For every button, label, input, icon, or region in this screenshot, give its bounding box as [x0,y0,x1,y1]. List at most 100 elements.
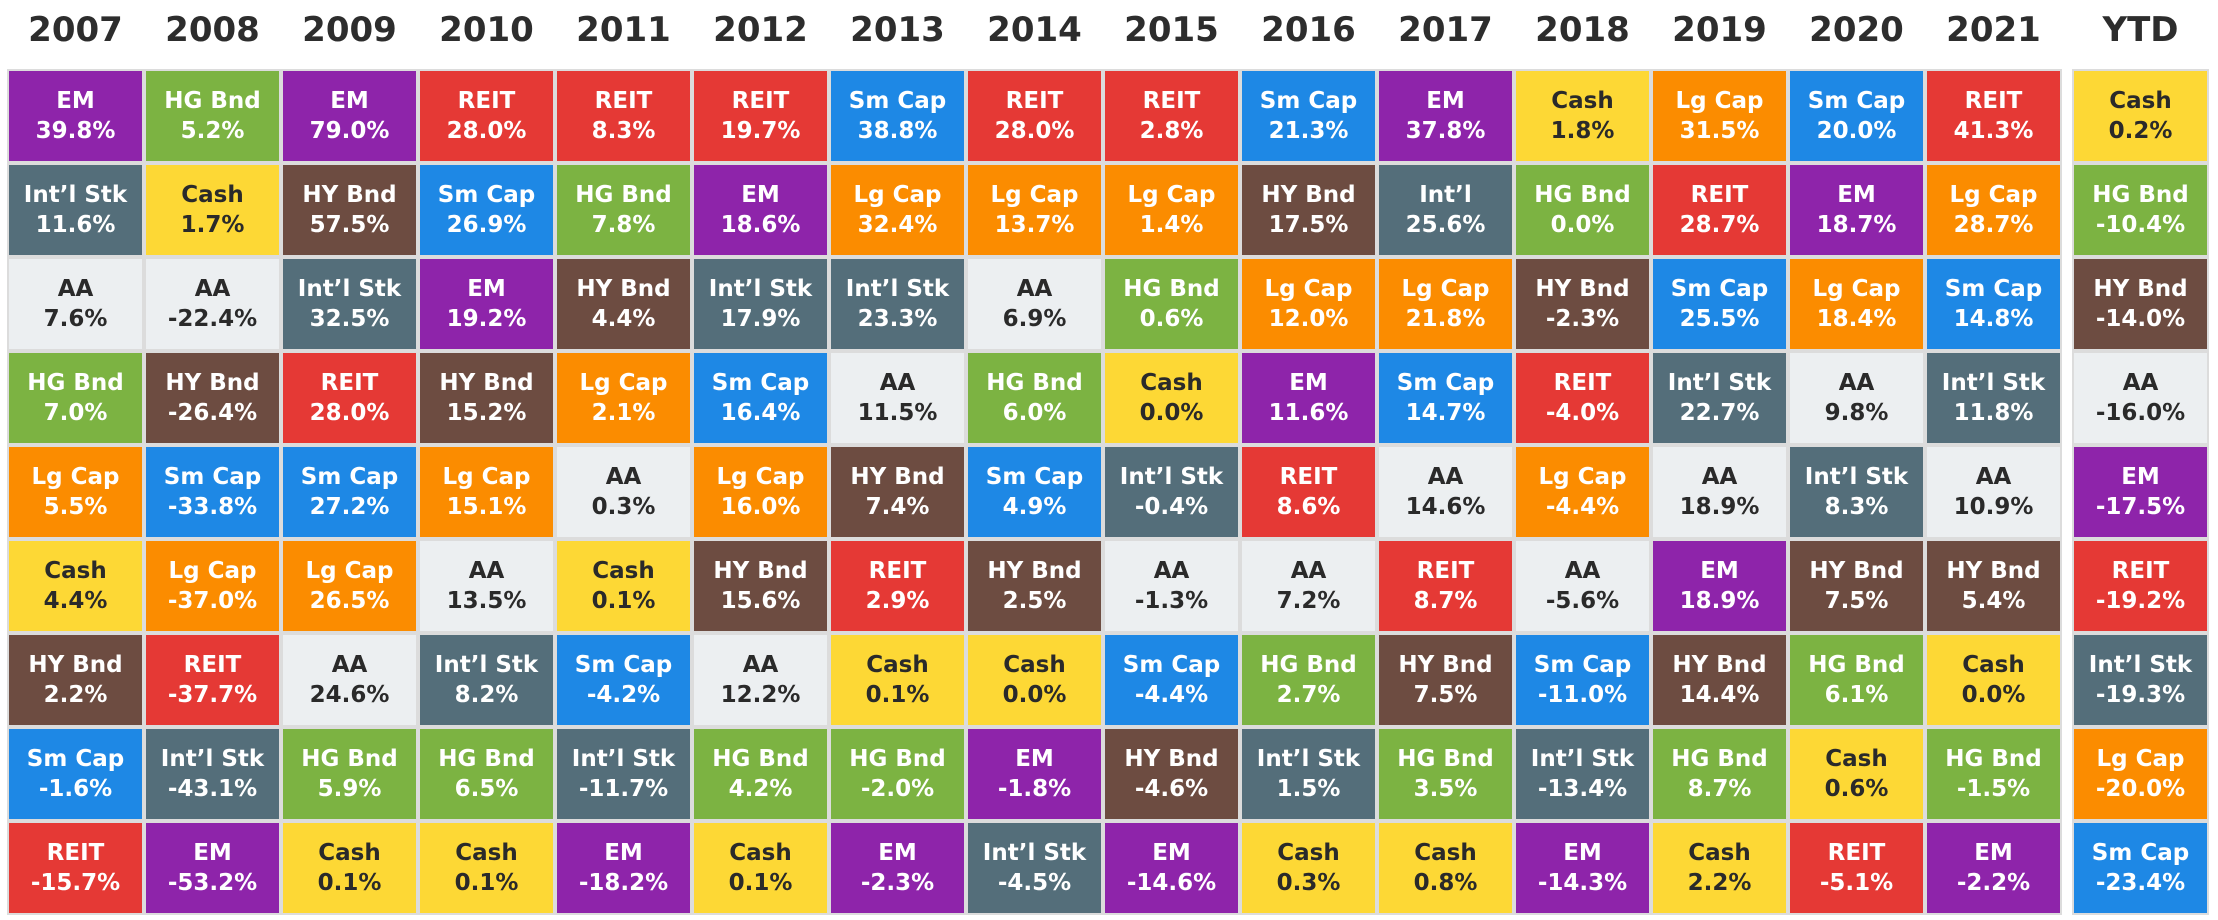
cell-asset-label: Lg Cap [442,464,531,490]
cell-return-value: 25.6% [1405,212,1486,238]
cell-asset-label: AA [468,558,505,584]
year-header-2012: 2012 [713,10,808,50]
cell-2020-hg-bnd: HG Bnd 6.1% [1788,633,1925,727]
cell-2008-cash: Cash 1.7% [144,163,281,257]
cell-2010-reit: REIT 28.0% [418,69,555,163]
cell-return-value: 7.5% [1413,682,1478,708]
cell-2019-lg-cap: Lg Cap 31.5% [1651,69,1788,163]
cell-2017-cash: Cash 0.8% [1377,821,1514,915]
cell-asset-label: EM [1837,182,1876,208]
cell-return-value: 6.1% [1824,682,1889,708]
cell-asset-label: HG Bnd [164,88,261,114]
cell-2011-int-l-stk: Int’l Stk -11.7% [555,727,692,821]
cell-return-value: 11.5% [857,400,938,426]
cell-asset-label: EM [467,276,506,302]
cell-2017-int-l: Int’l 25.6% [1377,163,1514,257]
cell-asset-label: AA [879,370,916,396]
cell-asset-label: Int’l Stk [982,840,1087,866]
cell-return-value: -26.4% [167,400,258,426]
cell-asset-label: HG Bnd [438,746,535,772]
year-header-2019: 2019 [1672,10,1767,50]
cell-return-value: 28.7% [1953,212,2034,238]
cell-return-value: 15.1% [446,494,527,520]
cell-asset-label: HG Bnd [301,746,398,772]
cell-return-value: -53.2% [167,870,258,896]
cell-2018-hy-bnd: HY Bnd -2.3% [1514,257,1651,351]
cell-2020-int-l-stk: Int’l Stk 8.3% [1788,445,1925,539]
cell-2011-em: EM -18.2% [555,821,692,915]
cell-2020-aa: AA 9.8% [1788,351,1925,445]
cell-asset-label: Lg Cap [305,558,394,584]
cell-asset-label: Int’l [1419,182,1472,208]
cell-asset-label: Cash [1688,840,1751,866]
cell-2010-hg-bnd: HG Bnd 6.5% [418,727,555,821]
cell-return-value: -43.1% [167,776,258,802]
cell-return-value: -16.0% [2095,400,2186,426]
cell-2011-hg-bnd: HG Bnd 7.8% [555,163,692,257]
cell-return-value: -15.7% [30,870,121,896]
cell-return-value: 5.9% [317,776,382,802]
cell-asset-label: HG Bnd [1671,746,1768,772]
cell-asset-label: Lg Cap [1675,88,1764,114]
cell-2013-int-l-stk: Int’l Stk 23.3% [829,257,966,351]
cell-return-value: 18.9% [1679,494,1760,520]
cell-2008-lg-cap: Lg Cap -37.0% [144,539,281,633]
cell-return-value: 0.6% [1139,306,1204,332]
cell-asset-label: EM [741,182,780,208]
cell-return-value: 0.1% [728,870,793,896]
cell-asset-label: HY Bnd [165,370,260,396]
cell-asset-label: Sm Cap [163,464,262,490]
cell-ytd-em: EM -17.5% [2072,445,2209,539]
cell-2012-sm-cap: Sm Cap 16.4% [692,351,829,445]
cell-return-value: 14.8% [1953,306,2034,332]
cell-asset-label: Int’l Stk [1941,370,2046,396]
cell-return-value: 1.8% [1550,118,1615,144]
cell-2019-cash: Cash 2.2% [1651,821,1788,915]
cell-asset-label: HY Bnd [439,370,534,396]
cell-asset-label: REIT [1416,558,1475,584]
cell-asset-label: REIT [1827,840,1886,866]
cell-2014-em: EM -1.8% [966,727,1103,821]
cell-return-value: 13.5% [446,588,527,614]
cell-2018-em: EM -14.3% [1514,821,1651,915]
cell-2007-em: EM 39.8% [7,69,144,163]
cell-2015-em: EM -14.6% [1103,821,1240,915]
cell-2011-aa: AA 0.3% [555,445,692,539]
cell-2012-reit: REIT 19.7% [692,69,829,163]
cell-2021-reit: REIT 41.3% [1925,69,2062,163]
cell-asset-label: AA [1153,558,1190,584]
cell-asset-label: HY Bnd [850,464,945,490]
cell-asset-label: AA [1564,558,1601,584]
cell-return-value: 19.7% [720,118,801,144]
cell-asset-label: Int’l Stk [297,276,402,302]
cell-return-value: 25.5% [1679,306,1760,332]
cell-return-value: 14.4% [1679,682,1760,708]
cell-asset-label: Int’l Stk [1256,746,1361,772]
cell-asset-label: HG Bnd [1945,746,2042,772]
cell-asset-label: Sm Cap [300,464,399,490]
cell-2021-sm-cap: Sm Cap 14.8% [1925,257,2062,351]
cell-asset-label: REIT [457,88,516,114]
cell-asset-label: REIT [183,652,242,678]
cell-return-value: 0.0% [1002,682,1067,708]
cell-return-value: 38.8% [857,118,938,144]
cell-return-value: -23.4% [2095,870,2186,896]
cell-asset-label: Cash [2109,88,2172,114]
cell-return-value: 0.3% [1276,870,1341,896]
cell-return-value: 8.3% [591,118,656,144]
cell-asset-label: Lg Cap [716,464,805,490]
cell-return-value: 2.1% [591,400,656,426]
cell-return-value: 7.2% [1276,588,1341,614]
cell-2009-aa: AA 24.6% [281,633,418,727]
cell-2010-sm-cap: Sm Cap 26.9% [418,163,555,257]
cell-return-value: 8.2% [454,682,519,708]
cell-return-value: -14.0% [2095,306,2186,332]
cell-asset-label: AA [1290,558,1327,584]
cell-return-value: 12.0% [1268,306,1349,332]
cell-return-value: 11.8% [1953,400,2034,426]
cell-asset-label: Sm Cap [1533,652,1632,678]
cell-2016-int-l-stk: Int’l Stk 1.5% [1240,727,1377,821]
cell-2016-reit: REIT 8.6% [1240,445,1377,539]
cell-return-value: 28.0% [309,400,390,426]
cell-return-value: 4.2% [728,776,793,802]
